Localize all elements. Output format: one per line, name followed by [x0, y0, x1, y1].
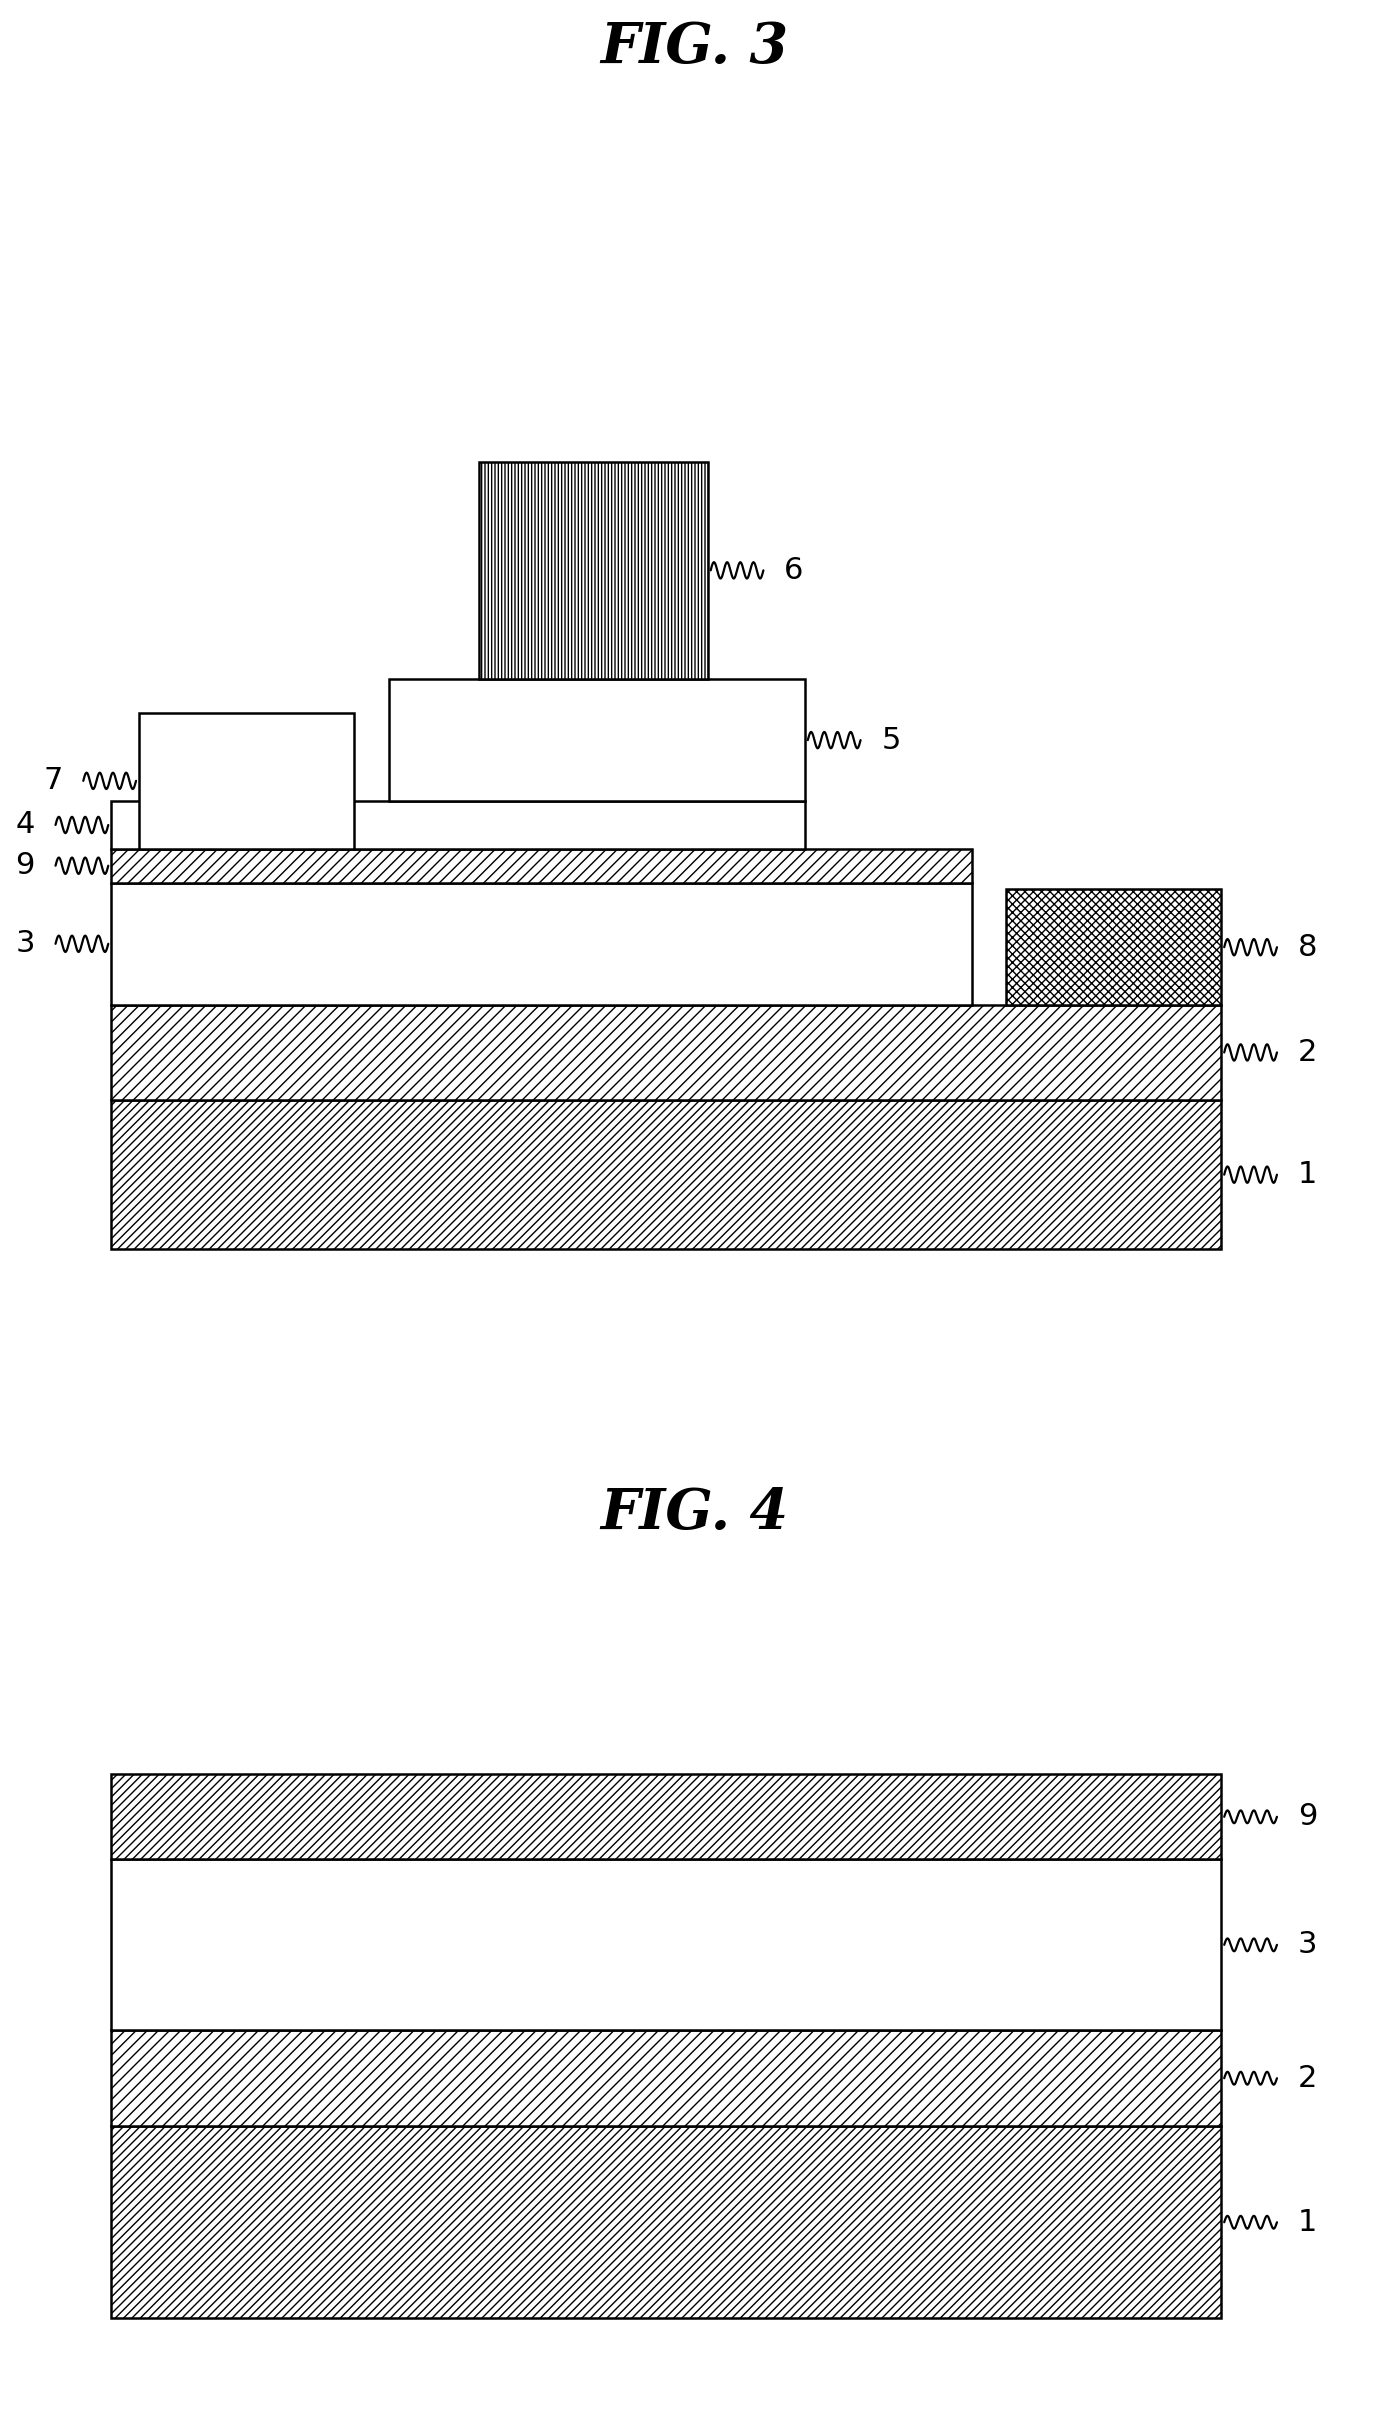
Bar	[111, 849, 972, 883]
Bar	[111, 883, 972, 1004]
Bar	[479, 461, 708, 679]
Bar	[111, 2127, 1221, 2318]
Bar	[1006, 890, 1221, 1004]
Text: 5: 5	[881, 725, 901, 754]
Text: FIG. 4: FIG. 4	[600, 1487, 788, 1540]
Text: 1: 1	[1298, 1159, 1317, 1188]
Text: 9: 9	[1298, 1802, 1317, 1831]
Text: 3: 3	[15, 929, 35, 958]
Bar	[111, 1775, 1221, 1860]
Text: 3: 3	[1298, 1930, 1317, 1959]
Text: 2: 2	[1298, 1038, 1317, 1067]
Text: 6: 6	[784, 555, 804, 584]
Bar	[139, 713, 354, 849]
Text: 1: 1	[1298, 2207, 1317, 2236]
Text: 8: 8	[1298, 934, 1317, 963]
Bar	[111, 1101, 1221, 1249]
Text: 2: 2	[1298, 2064, 1317, 2093]
Bar	[111, 2030, 1221, 2127]
Bar	[111, 1004, 1221, 1101]
Bar	[111, 800, 805, 849]
Text: FIG. 3: FIG. 3	[600, 19, 788, 75]
Text: 4: 4	[15, 810, 35, 839]
Bar	[111, 1860, 1221, 2030]
Bar	[389, 679, 805, 800]
Text: 9: 9	[15, 851, 35, 880]
Text: 7: 7	[43, 766, 62, 795]
